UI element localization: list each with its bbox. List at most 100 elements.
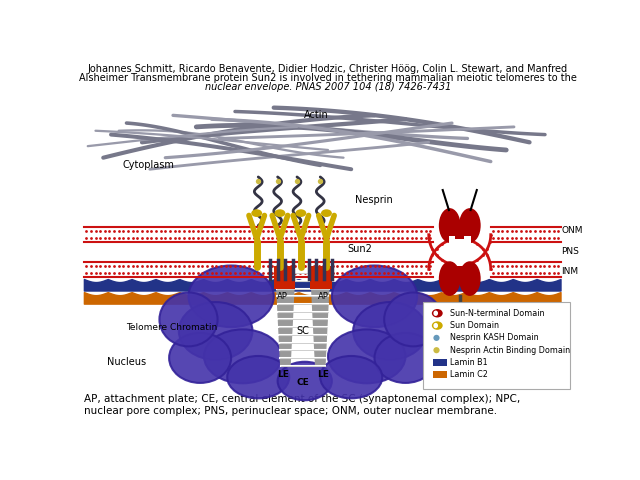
Point: [244, 262, 254, 270]
Point: [420, 234, 431, 242]
Point: [118, 234, 129, 242]
Point: [156, 228, 166, 235]
Point: [458, 235, 468, 242]
Point: [402, 228, 412, 235]
Point: [211, 269, 221, 276]
Point: [202, 234, 212, 242]
Point: [351, 234, 361, 242]
Point: [230, 234, 240, 242]
Point: [276, 262, 287, 270]
Point: [281, 234, 291, 242]
Point: [184, 269, 194, 276]
Point: [151, 269, 161, 276]
Bar: [455, 231, 465, 239]
Ellipse shape: [227, 356, 289, 398]
Text: AP: AP: [277, 292, 288, 301]
Point: [230, 228, 240, 235]
Ellipse shape: [454, 326, 465, 336]
Point: [534, 234, 545, 242]
Point: [114, 234, 124, 242]
Point: [482, 251, 492, 259]
Point: [360, 262, 371, 270]
Point: [230, 269, 240, 276]
Point: [502, 262, 512, 270]
Point: [431, 245, 442, 253]
Point: [472, 256, 483, 264]
Point: [100, 269, 110, 276]
Point: [104, 269, 115, 276]
Point: [292, 177, 302, 185]
Point: [544, 234, 554, 242]
Point: [478, 252, 488, 259]
Point: [539, 262, 549, 270]
Point: [262, 269, 273, 276]
Point: [164, 269, 175, 276]
Point: [146, 262, 156, 270]
Point: [437, 256, 447, 264]
Point: [332, 269, 342, 276]
Point: [397, 228, 408, 235]
Point: [392, 262, 403, 270]
Point: [482, 245, 492, 253]
Ellipse shape: [374, 333, 436, 383]
Point: [300, 269, 310, 276]
Point: [127, 228, 138, 235]
Point: [285, 262, 296, 270]
Point: [314, 262, 324, 270]
Point: [216, 262, 226, 270]
Point: [365, 234, 375, 242]
Point: [511, 228, 522, 235]
Point: [248, 262, 259, 270]
Point: [342, 234, 352, 242]
Point: [300, 234, 310, 242]
Point: [151, 234, 161, 242]
Point: [451, 235, 461, 242]
Point: [170, 228, 180, 235]
Point: [520, 269, 531, 276]
Point: [104, 228, 115, 235]
Point: [291, 234, 301, 242]
Point: [253, 177, 264, 185]
Point: [267, 234, 277, 242]
Text: PNS: PNS: [561, 247, 579, 256]
Point: [221, 234, 231, 242]
Point: [225, 269, 236, 276]
Point: [281, 262, 291, 270]
Text: LE: LE: [277, 371, 289, 379]
Ellipse shape: [439, 208, 461, 243]
Point: [332, 228, 342, 235]
Point: [188, 228, 198, 235]
Point: [427, 245, 437, 253]
Point: [184, 262, 194, 270]
Point: [137, 234, 147, 242]
Point: [174, 228, 184, 235]
Point: [388, 234, 398, 242]
Point: [244, 228, 254, 235]
Point: [104, 262, 115, 270]
Point: [95, 262, 105, 270]
Point: [488, 228, 498, 235]
Ellipse shape: [179, 302, 252, 360]
Point: [424, 258, 435, 266]
Point: [244, 269, 254, 276]
Polygon shape: [276, 273, 294, 366]
Point: [295, 262, 305, 270]
Point: [197, 262, 207, 270]
Point: [202, 262, 212, 270]
Point: [141, 228, 152, 235]
Point: [360, 269, 371, 276]
Text: Alsheimer Transmembrane protein Sun2 is involved in tethering mammalian meiotic : Alsheimer Transmembrane protein Sun2 is …: [79, 73, 577, 83]
Point: [291, 228, 301, 235]
Point: [239, 262, 250, 270]
Point: [304, 228, 314, 235]
Point: [488, 234, 498, 242]
Ellipse shape: [159, 292, 218, 347]
Point: [127, 269, 138, 276]
Point: [478, 245, 488, 253]
Point: [225, 262, 236, 270]
Text: Nesprin: Nesprin: [355, 195, 393, 205]
Point: [539, 269, 549, 276]
Point: [234, 228, 244, 235]
Point: [81, 228, 92, 235]
Point: [318, 262, 328, 270]
